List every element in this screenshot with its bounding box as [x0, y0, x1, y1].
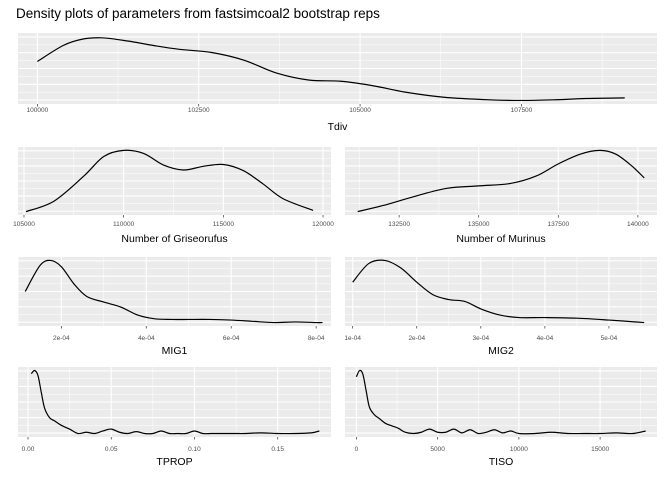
x-axis-title: Number of Griseorufus [121, 233, 227, 245]
panel-tprop: 0.00 0.05 0.10 0.15 TPROP [18, 367, 331, 468]
x-tick-label: 0.10 [188, 446, 201, 453]
x-tick-label: 135000 [468, 221, 490, 228]
x-axis-title: MIG2 [488, 345, 514, 357]
density-curve [25, 149, 314, 213]
x-tick-label: 15000 [591, 446, 609, 453]
x-tick-label: 4e-04 [537, 335, 554, 342]
x-tick-label: 2e-04 [408, 335, 425, 342]
density-curve [352, 259, 645, 324]
x-tick-label: 102500 [188, 107, 210, 114]
chart-title: Density plots of parameters from fastsim… [16, 6, 380, 21]
x-tick-label: 0.05 [105, 446, 118, 453]
panel-tiso: 0 5000 10000 15000 TISO [345, 367, 657, 468]
x-tick-label: 105000 [13, 221, 35, 228]
density-curve [30, 369, 320, 435]
x-tick-label: 0.15 [271, 446, 284, 453]
x-tick-label: 105000 [349, 107, 371, 114]
density-curve [37, 37, 625, 102]
x-tick-label: 120000 [312, 221, 334, 228]
x-axis-title: TPROP [156, 456, 192, 468]
x-axis-title: TISO [489, 456, 514, 468]
x-tick-label: 107500 [511, 107, 533, 114]
density-curve [24, 259, 323, 324]
x-tick-label: 115000 [213, 221, 235, 228]
x-tick-label: 10000 [510, 446, 528, 453]
x-tick-label: 3e-04 [473, 335, 490, 342]
x-tick-label: 0 [355, 446, 359, 453]
x-tick-label: 8e-04 [308, 335, 325, 342]
x-tick-label: 132500 [388, 221, 410, 228]
panel-murinus: 132500 135000 137500 140000 Number of Murinu… [345, 147, 657, 245]
x-axis-title: Tdiv [328, 121, 349, 133]
x-tick-label: 1e-04 [344, 335, 361, 342]
x-axis-title: Number of Murinus [456, 233, 545, 245]
panel-mig1: 2e-04 4e-04 6e-04 8e-04 MIG1 [18, 257, 331, 357]
density-curve [355, 369, 646, 435]
x-tick-label: 5e-04 [601, 335, 618, 342]
panel-mig2: 1e-04 2e-04 3e-04 4e-04 5e-04 MIG2 [344, 257, 657, 357]
density-curve [357, 149, 645, 213]
x-tick-label: 110000 [113, 221, 135, 228]
panel-griseorufus: 105000 110000 115000 120000 Number of Griseo… [13, 147, 334, 245]
panel-tdiv: 100000 102500 105000 107500 Tdiv [18, 33, 657, 133]
x-axis-title: MIG1 [162, 345, 188, 357]
x-tick-label: 137500 [547, 221, 569, 228]
x-tick-label: 6e-04 [223, 335, 240, 342]
x-tick-label: 140000 [627, 221, 649, 228]
x-tick-label: 2e-04 [53, 335, 70, 342]
x-tick-label: 5000 [430, 446, 445, 453]
x-tick-label: 0.00 [22, 446, 35, 453]
x-tick-label: 100000 [27, 107, 49, 114]
x-tick-label: 4e-04 [138, 335, 155, 342]
